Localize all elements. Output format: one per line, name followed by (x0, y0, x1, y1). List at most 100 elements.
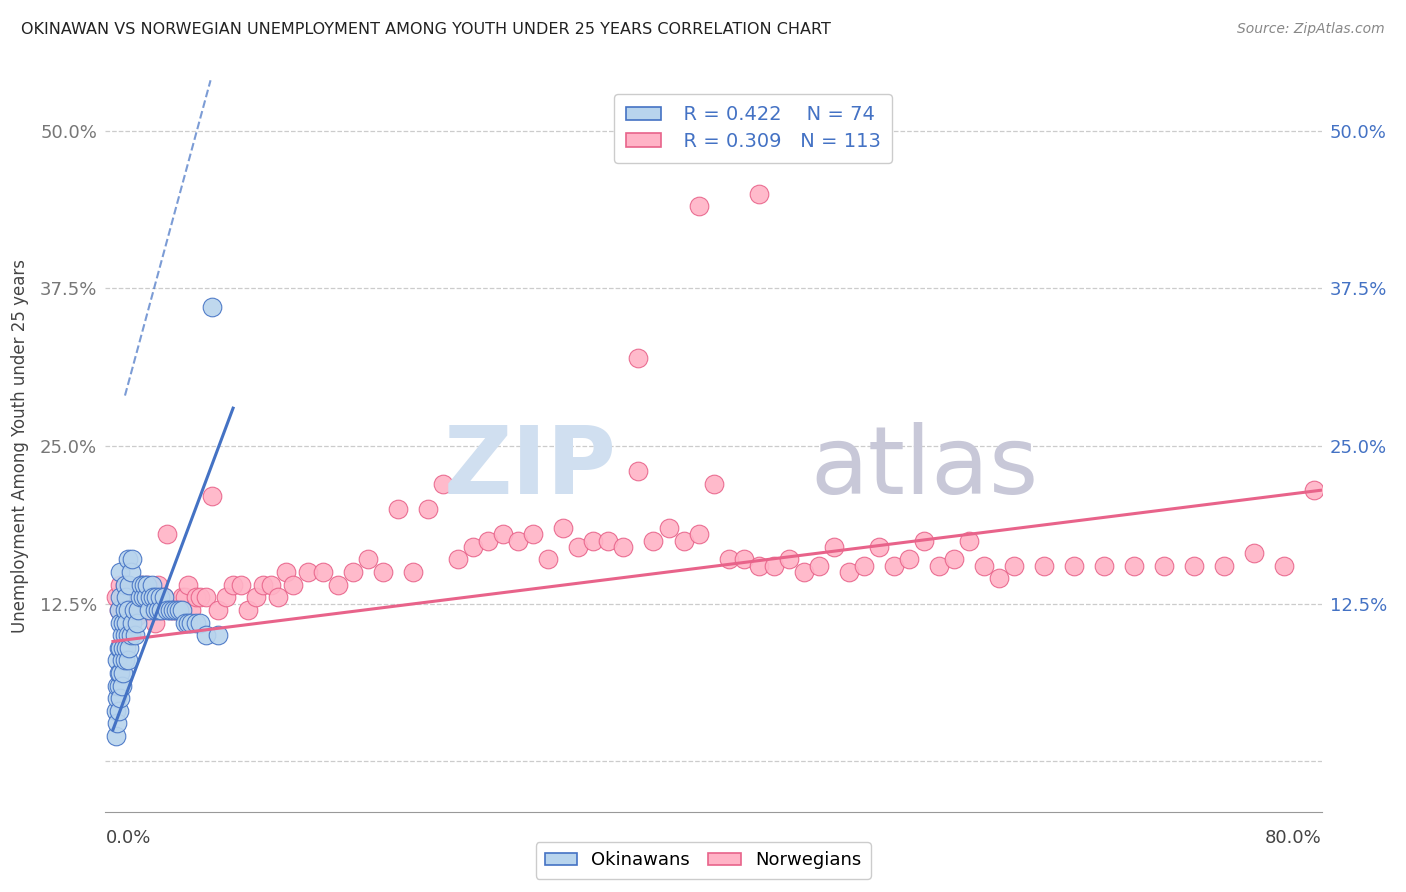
Point (107, 691, 129, 706)
Point (110, 691, 132, 706)
Point (145, 591, 167, 605)
Point (139, 591, 162, 605)
Point (1123, 558, 1146, 573)
Point (143, 603, 166, 617)
Legend: Okinawans, Norwegians: Okinawans, Norwegians (536, 842, 870, 879)
Point (131, 578, 153, 592)
Point (373, 565, 395, 579)
Point (252, 578, 274, 592)
Point (108, 704, 131, 718)
Point (627, 464, 650, 478)
Point (136, 578, 159, 592)
Point (702, 476, 725, 491)
Point (537, 552, 560, 566)
Point (114, 653, 136, 667)
Text: ZIP: ZIP (443, 422, 616, 514)
Point (132, 603, 155, 617)
Point (1002, 558, 1025, 573)
Point (717, 552, 740, 566)
Point (180, 615, 202, 630)
Point (229, 578, 252, 592)
Point (1092, 558, 1115, 573)
Point (928, 558, 950, 573)
Point (111, 603, 134, 617)
Point (312, 565, 335, 579)
Point (170, 591, 193, 605)
Point (104, 729, 127, 743)
Point (107, 716, 129, 731)
Point (108, 679, 131, 693)
Point (672, 533, 695, 548)
Point (957, 533, 980, 548)
Point (115, 640, 138, 655)
Point (167, 603, 190, 617)
Point (110, 578, 132, 592)
Point (418, 502, 440, 516)
Point (114, 578, 136, 592)
Point (748, 186, 770, 201)
Point (1213, 558, 1236, 573)
Point (281, 578, 304, 592)
Point (138, 603, 160, 617)
Point (108, 603, 131, 617)
Point (195, 591, 218, 605)
Point (120, 628, 142, 642)
Point (598, 533, 620, 548)
Point (111, 679, 134, 693)
Point (447, 552, 470, 566)
Point (132, 591, 155, 605)
Point (657, 521, 679, 535)
Point (111, 653, 134, 667)
Point (108, 603, 131, 617)
Point (852, 558, 875, 573)
Text: 0.0%: 0.0% (105, 829, 150, 847)
Point (112, 665, 135, 680)
Point (174, 615, 197, 630)
Point (259, 578, 281, 592)
Point (177, 578, 200, 592)
Point (553, 521, 575, 535)
Point (357, 552, 380, 566)
Point (139, 591, 162, 605)
Point (1182, 558, 1205, 573)
Point (267, 591, 290, 605)
Point (188, 591, 211, 605)
Point (111, 628, 134, 642)
Point (120, 565, 142, 579)
Point (214, 591, 236, 605)
Point (131, 578, 153, 592)
Point (138, 603, 160, 617)
Point (387, 502, 409, 516)
Point (807, 558, 830, 573)
Point (127, 603, 149, 617)
Text: OKINAWAN VS NORWEGIAN UNEMPLOYMENT AMONG YOUTH UNDER 25 YEARS CORRELATION CHART: OKINAWAN VS NORWEGIAN UNEMPLOYMENT AMONG… (21, 22, 831, 37)
Point (207, 628, 229, 642)
Point (823, 540, 845, 554)
Point (129, 603, 152, 617)
Point (115, 591, 138, 605)
Point (141, 578, 163, 592)
Point (778, 552, 800, 566)
Point (136, 578, 159, 592)
Point (107, 679, 129, 693)
Point (114, 603, 136, 617)
Point (688, 199, 710, 213)
Text: Source: ZipAtlas.com: Source: ZipAtlas.com (1237, 22, 1385, 37)
Point (733, 552, 755, 566)
Point (328, 578, 350, 592)
Point (117, 628, 139, 642)
Point (112, 591, 135, 605)
Point (201, 300, 224, 314)
Text: atlas: atlas (811, 422, 1039, 514)
Point (117, 552, 139, 566)
Point (165, 603, 187, 617)
Point (124, 603, 146, 617)
Point (170, 603, 193, 617)
Point (195, 628, 218, 642)
Point (115, 615, 138, 630)
Point (1272, 558, 1295, 573)
Point (124, 628, 146, 642)
Point (477, 533, 499, 548)
Point (165, 603, 187, 617)
Point (110, 591, 132, 605)
